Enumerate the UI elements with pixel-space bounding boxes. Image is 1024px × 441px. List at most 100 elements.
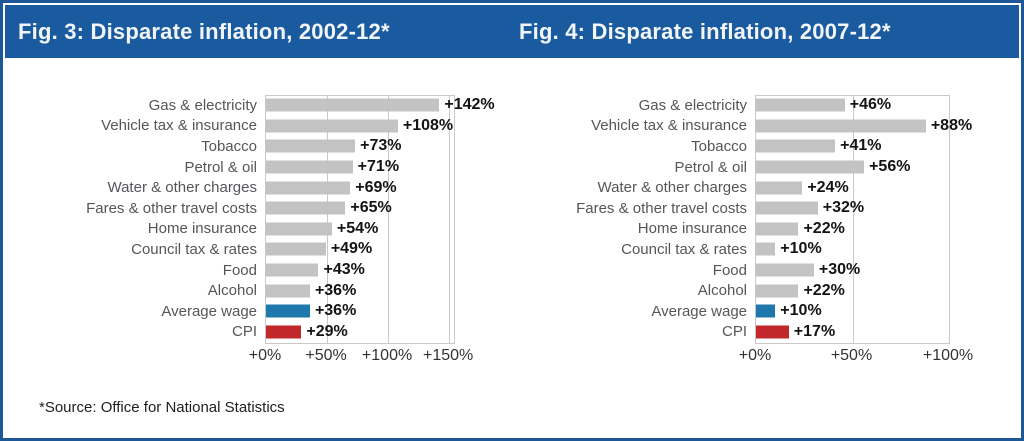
value-label: +17% bbox=[793, 322, 836, 340]
header-bar: Fig. 3: Disparate inflation, 2002-12* Fi… bbox=[5, 5, 1019, 58]
chart-row: Fares & other travel costs +32% bbox=[555, 198, 948, 219]
bar bbox=[266, 263, 319, 277]
chart-row: Food +43% bbox=[65, 260, 453, 281]
value-label: +10% bbox=[780, 240, 822, 258]
bar bbox=[756, 181, 803, 195]
category-label: Tobacco bbox=[201, 137, 257, 155]
x-axis: +0% +50% +100% +150% bbox=[249, 347, 473, 367]
bar-track: +36% bbox=[265, 280, 453, 301]
value-label: +22% bbox=[803, 219, 845, 237]
bar bbox=[756, 139, 836, 153]
bar-track: +29% bbox=[265, 322, 453, 343]
value-label: +24% bbox=[807, 178, 849, 196]
chart-row: Alcohol +22% bbox=[555, 280, 948, 301]
value-label: +69% bbox=[355, 178, 397, 196]
bar-track: +49% bbox=[265, 239, 453, 260]
value-label: +10% bbox=[780, 302, 822, 320]
x-axis-tick-label: +50% bbox=[830, 347, 873, 365]
bar-track: +54% bbox=[265, 219, 453, 240]
bar bbox=[266, 119, 398, 133]
category-label: Council tax & rates bbox=[621, 240, 747, 258]
chart-row: Gas & electricity +46% bbox=[555, 95, 948, 116]
category-label: Water & other charges bbox=[597, 179, 747, 197]
category-label: Alcohol bbox=[207, 282, 257, 300]
x-axis: +0% +50% +100% bbox=[739, 347, 973, 367]
bar bbox=[266, 139, 356, 153]
chart-row: Alcohol +36% bbox=[65, 280, 453, 301]
value-label: +29% bbox=[306, 322, 348, 340]
category-label: Gas & electricity bbox=[638, 96, 747, 114]
gridline bbox=[327, 96, 329, 343]
x-axis-tick-label: +0% bbox=[248, 347, 282, 365]
bar-track: +41% bbox=[755, 136, 948, 157]
chart-row: Gas & electricity +142% bbox=[65, 95, 495, 116]
bar-track: +10% bbox=[755, 301, 948, 322]
bar-track: +56% bbox=[755, 157, 948, 178]
value-label: +41% bbox=[840, 137, 882, 155]
value-label: +36% bbox=[314, 281, 357, 299]
bar-track: +24% bbox=[755, 177, 948, 198]
x-axis-tick-label: +150% bbox=[422, 347, 474, 365]
bar bbox=[756, 284, 799, 298]
value-label: +88% bbox=[930, 116, 973, 134]
bar bbox=[266, 160, 353, 174]
bar bbox=[266, 304, 310, 318]
gridline bbox=[449, 96, 451, 343]
category-label: Food bbox=[222, 261, 257, 279]
category-label: Home insurance bbox=[147, 220, 257, 238]
value-label: +46% bbox=[849, 96, 892, 114]
value-label: +73% bbox=[360, 137, 402, 155]
category-label: Gas & electricity bbox=[148, 96, 257, 114]
bar-track: +10% bbox=[755, 239, 948, 260]
plot-area bbox=[755, 95, 950, 344]
value-label: +142% bbox=[444, 96, 495, 114]
chart-row: CPI +17% bbox=[555, 322, 948, 343]
plot-area bbox=[265, 95, 455, 344]
chart-row: Council tax & rates +10% bbox=[555, 239, 948, 260]
gridline bbox=[388, 96, 390, 343]
bar bbox=[756, 325, 789, 339]
value-label: +49% bbox=[330, 240, 373, 258]
chart-row: Vehicle tax & insurance +108% bbox=[65, 116, 453, 137]
value-label: +22% bbox=[803, 281, 845, 299]
bar-track: +142% bbox=[265, 95, 495, 116]
bar bbox=[266, 242, 326, 256]
category-label: Alcohol bbox=[697, 282, 747, 300]
chart-row: Average wage +10% bbox=[555, 301, 948, 322]
bar bbox=[266, 284, 310, 298]
category-label: Tobacco bbox=[691, 137, 747, 155]
source-note: *Source: Office for National Statistics bbox=[39, 399, 285, 416]
category-label: Food bbox=[712, 261, 747, 279]
category-label: Home insurance bbox=[637, 220, 747, 238]
bar-track: +88% bbox=[755, 116, 972, 137]
bar bbox=[266, 98, 440, 112]
chart-rows: Gas & electricity +142% Vehicle tax & insu… bbox=[65, 95, 495, 343]
bar-track: +32% bbox=[755, 198, 948, 219]
bar bbox=[756, 242, 776, 256]
gridline bbox=[852, 96, 854, 343]
bar bbox=[266, 201, 346, 215]
value-label: +43% bbox=[323, 261, 365, 279]
fig3-title: Fig. 3: Disparate inflation, 2002-12* bbox=[18, 18, 390, 44]
bar-track: +73% bbox=[265, 136, 453, 157]
bar-track: +22% bbox=[755, 219, 948, 240]
x-axis-tick-label: +100% bbox=[361, 347, 413, 365]
chart-row: CPI +29% bbox=[65, 322, 453, 343]
bar-track: +17% bbox=[755, 322, 948, 343]
value-label: +54% bbox=[336, 219, 379, 237]
chart-row: Food +30% bbox=[555, 260, 948, 281]
bar bbox=[756, 119, 926, 133]
bar bbox=[756, 222, 799, 236]
chart-row: Tobacco +41% bbox=[555, 136, 948, 157]
bar bbox=[756, 201, 818, 215]
x-axis-tick-label: +0% bbox=[738, 347, 772, 365]
value-label: +56% bbox=[869, 158, 911, 176]
bar bbox=[266, 325, 302, 339]
chart-row: Petrol & oil +71% bbox=[65, 157, 453, 178]
value-label: +108% bbox=[402, 116, 454, 134]
chart-row: Water & other charges +69% bbox=[65, 177, 453, 198]
bar-track: +69% bbox=[265, 177, 453, 198]
category-label: CPI bbox=[231, 323, 257, 341]
chart-row: Vehicle tax & insurance +88% bbox=[555, 116, 972, 137]
